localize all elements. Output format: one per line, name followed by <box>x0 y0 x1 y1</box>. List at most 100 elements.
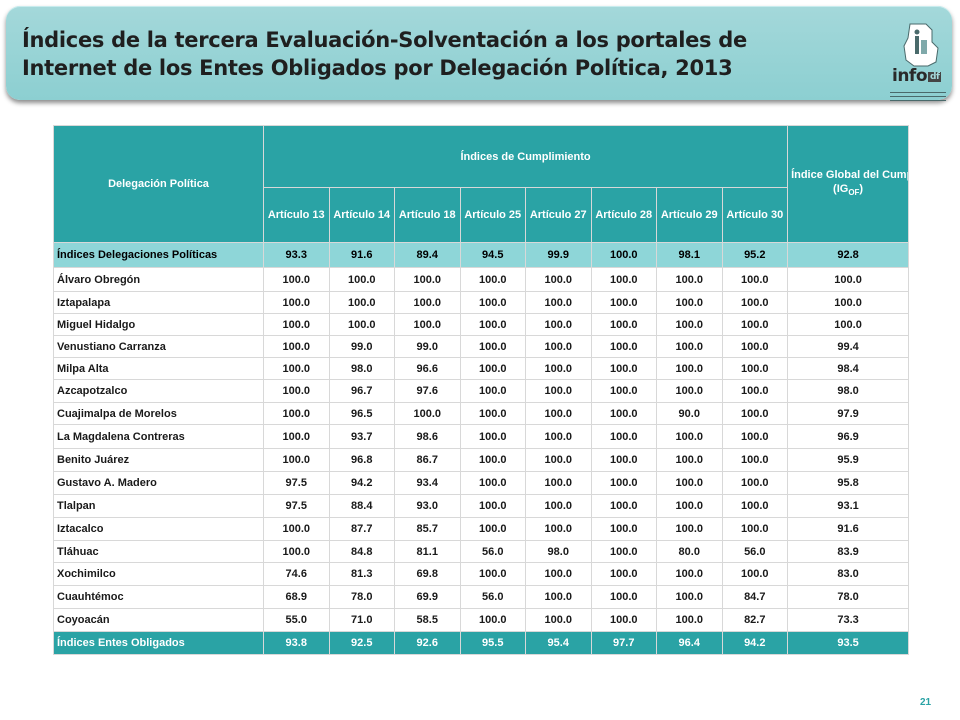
delegacion-name-cell: Cuajimalpa de Morelos <box>53 402 264 425</box>
delegacion-name-cell: Benito Juárez <box>53 448 264 472</box>
article-index-cell: 100.0 <box>525 402 592 425</box>
global-index-cell: 97.9 <box>787 402 910 425</box>
global-abbr: (IG <box>833 182 849 195</box>
article-index-cell: 55.0 <box>263 608 330 632</box>
page-title: Índices de la tercera Evaluación-Solvent… <box>22 28 747 80</box>
article-index-cell: 56.0 <box>459 585 526 609</box>
article-index-cell: 100.0 <box>525 335 592 358</box>
article-index-cell: 100.0 <box>459 517 526 541</box>
column-header-article: Artículo 18 <box>394 187 461 243</box>
article-index-cell: 100.0 <box>328 291 395 314</box>
article-index-cell: 80.0 <box>656 540 723 563</box>
column-header-delegacion: Delegación Política <box>53 125 264 243</box>
article-index-cell: 100.0 <box>656 494 723 518</box>
article-index-cell: 95.5 <box>459 631 526 655</box>
column-header-article: Artículo 25 <box>459 187 526 243</box>
article-index-cell: 100.0 <box>525 379 592 403</box>
article-index-cell: 100.0 <box>394 402 461 425</box>
article-index-cell: 100.0 <box>459 402 526 425</box>
global-index-cell: 98.4 <box>787 357 910 380</box>
article-index-cell: 100.0 <box>590 402 657 425</box>
global-abbr-sub: OF <box>848 188 860 198</box>
article-index-cell: 100.0 <box>721 471 789 495</box>
article-index-cell: 100.0 <box>721 494 789 518</box>
article-index-cell: 94.2 <box>328 471 395 495</box>
article-index-cell: 100.0 <box>525 291 592 314</box>
table-row: Miguel Hidalgo 100.0 100.0 100.0 100.0 100.0 1… <box>53 313 910 336</box>
delegacion-name-cell: Cuauhtémoc <box>53 585 264 609</box>
table-row: Cuauhtémoc 68.9 78.0 69.9 56.0 100.0 100.0 100.… <box>53 585 910 609</box>
article-index-cell: 96.4 <box>656 631 723 655</box>
article-index-cell: 98.0 <box>328 357 395 380</box>
table-row: Tlalpan 97.5 88.4 93.0 100.0 100.0 100.0 100.0 1… <box>53 494 910 518</box>
column-header-article: Artículo 27 <box>525 187 592 243</box>
article-index-cell: 100.0 <box>459 313 526 336</box>
summary-row: Índices Delegaciones Políticas 93.3 91.6 89… <box>53 242 910 268</box>
table-row: Tláhuac 100.0 84.8 81.1 56.0 98.0 100.0 80.0 56.… <box>53 540 910 563</box>
article-index-cell: 100.0 <box>263 540 330 563</box>
delegacion-name-cell: Azcapotzalco <box>53 379 264 403</box>
article-index-cell: 100.0 <box>525 267 592 292</box>
article-index-cell: 100.0 <box>328 267 395 292</box>
article-index-cell: 92.6 <box>394 631 461 655</box>
article-index-cell: 97.6 <box>394 379 461 403</box>
delegacion-name-cell: La Magdalena Contreras <box>53 424 264 449</box>
article-index-cell: 98.1 <box>656 242 723 268</box>
article-index-cell: 86.7 <box>394 448 461 472</box>
article-index-cell: 100.0 <box>656 335 723 358</box>
article-index-cell: 100.0 <box>656 448 723 472</box>
article-index-cell: 69.9 <box>394 585 461 609</box>
article-index-cell: 99.9 <box>525 242 592 268</box>
article-index-cell: 88.4 <box>328 494 395 518</box>
article-index-cell: 98.6 <box>394 424 461 449</box>
delegacion-name-cell: Tlalpan <box>53 494 264 518</box>
article-index-cell: 100.0 <box>721 517 789 541</box>
page-number: 21 <box>920 697 932 708</box>
delegacion-name-cell: Coyoacán <box>53 608 264 632</box>
article-index-cell: 92.5 <box>328 631 395 655</box>
table-row: Iztapalapa 100.0 100.0 100.0 100.0 100.0 100.0… <box>53 291 910 314</box>
table-row: Azcapotzalco 100.0 96.7 97.6 100.0 100.0 100.0… <box>53 379 910 403</box>
article-index-cell: 100.0 <box>459 471 526 495</box>
article-index-cell: 100.0 <box>459 608 526 632</box>
global-index-cell: 91.6 <box>787 517 910 541</box>
logo-emblem-icon <box>903 23 939 67</box>
delegacion-name-cell: Álvaro Obregón <box>53 267 264 292</box>
column-header-indices: Índices de Cumplimiento <box>262 125 789 188</box>
global-index-cell: 83.0 <box>787 562 910 586</box>
article-index-cell: 84.7 <box>721 585 789 609</box>
article-index-cell: 94.2 <box>721 631 789 655</box>
article-index-cell: 99.0 <box>394 335 461 358</box>
article-index-cell: 100.0 <box>525 313 592 336</box>
article-index-cell: 100.0 <box>590 540 657 563</box>
table-row: Cuajimalpa de Morelos 100.0 96.5 100.0 100.0… <box>53 402 910 425</box>
article-index-cell: 89.4 <box>394 242 461 268</box>
article-index-cell: 100.0 <box>394 291 461 314</box>
global-index-cell: 100.0 <box>787 313 910 336</box>
article-index-cell: 100.0 <box>263 313 330 336</box>
article-index-cell: 100.0 <box>590 379 657 403</box>
article-index-cell: 82.7 <box>721 608 789 632</box>
article-index-cell: 100.0 <box>459 562 526 586</box>
article-index-cell: 100.0 <box>656 313 723 336</box>
article-index-cell: 100.0 <box>263 291 330 314</box>
table-row: Milpa Alta 100.0 98.0 96.6 100.0 100.0 100.0 10… <box>53 357 910 380</box>
column-header-article: Artículo 13 <box>263 187 330 243</box>
article-index-cell: 100.0 <box>328 313 395 336</box>
article-index-cell: 100.0 <box>590 424 657 449</box>
info-df-logo: info df <box>874 12 958 104</box>
logo-caption-line <box>890 96 946 97</box>
logo-wordmark: info df <box>892 66 942 86</box>
global-abbr-close: ) <box>859 182 864 195</box>
article-index-cell: 100.0 <box>590 608 657 632</box>
delegacion-name-cell: Tláhuac <box>53 540 264 563</box>
article-index-cell: 100.0 <box>590 448 657 472</box>
article-index-cell: 78.0 <box>328 585 395 609</box>
article-header-row: Artículo 13 Artículo 14 Artículo 18 Artí… <box>54 187 909 243</box>
article-index-cell: 100.0 <box>263 267 330 292</box>
global-index-cell: 92.8 <box>787 242 910 268</box>
article-index-cell: 100.0 <box>721 335 789 358</box>
article-index-cell: 96.8 <box>328 448 395 472</box>
article-index-cell: 100.0 <box>263 517 330 541</box>
article-index-cell: 100.0 <box>590 517 657 541</box>
